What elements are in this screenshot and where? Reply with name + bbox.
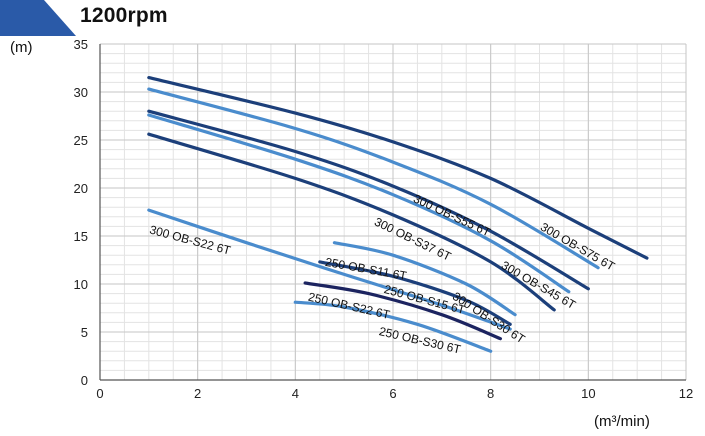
series-line-250-ob-s22-6t [303, 281, 502, 341]
series-line-300-ob-s37-6t [147, 113, 571, 294]
curve-label-250-ob-s30-6t: 250 OB-S30 6T [378, 324, 463, 357]
series-lines [147, 76, 649, 353]
series-line-300-ob-s22-6t [147, 208, 512, 331]
x-tick-label: 4 [292, 386, 299, 401]
y-tick-label: 15 [74, 229, 88, 244]
x-tick-label: 0 [96, 386, 103, 401]
y-tick-label: 35 [74, 37, 88, 52]
y-tick-label: 20 [74, 181, 88, 196]
y-tick-label: 5 [81, 325, 88, 340]
axes: 0 2 4 6 8 10 12 0 5 10 15 20 25 30 35 [74, 37, 694, 401]
x-tick-label: 10 [581, 386, 595, 401]
y-tick-label: 0 [81, 373, 88, 388]
y-tick-label: 10 [74, 277, 88, 292]
curve-label-300-ob-s22-6t: 300 OB-S22 6T [148, 223, 233, 258]
series-line-300-ob-s55-6t [147, 87, 600, 270]
x-tick-label: 8 [487, 386, 494, 401]
banner-shape [0, 0, 76, 36]
y-tick-label: 30 [74, 85, 88, 100]
series-line-300-ob-s30-6t [147, 132, 556, 312]
curve-label-300-ob-s45-6t: 300 OB-S45 6T [499, 258, 579, 312]
curve-label-250-ob-s11-6t: 250 OB-S11 6T [324, 255, 408, 283]
x-tick-label: 2 [194, 386, 201, 401]
series-line-250-ob-s15-6t [318, 260, 512, 326]
x-axis-unit: (m³/min) [594, 413, 650, 430]
y-tick-label: 25 [74, 133, 88, 148]
series-line-250-ob-s30-6t [293, 300, 493, 353]
series-line-300-ob-s45-6t [147, 109, 590, 291]
series-line-300-ob-s75-6t [147, 76, 649, 260]
series-line-250-ob-s11-6t [332, 241, 517, 317]
chart-title: 1200rpm [80, 4, 168, 27]
grid [99, 43, 687, 381]
y-axis-unit: (m) [10, 39, 33, 56]
x-tick-label: 12 [679, 386, 693, 401]
x-tick-label: 6 [389, 386, 396, 401]
